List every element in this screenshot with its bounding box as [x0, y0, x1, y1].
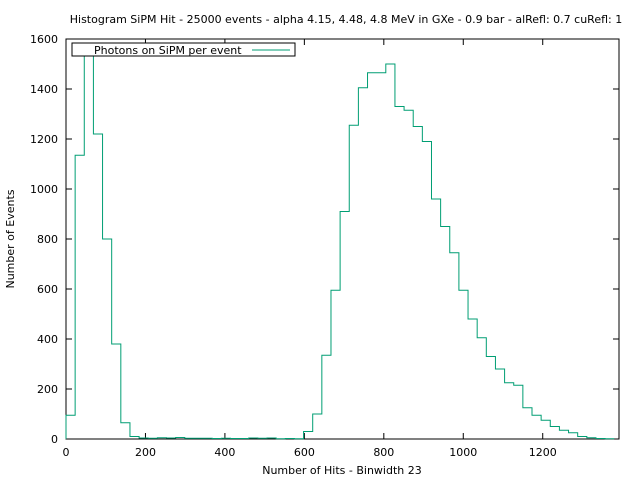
plot-area-frame: [65, 38, 620, 440]
y-tick-label: 600: [37, 283, 58, 296]
x-tick-label: 600: [294, 446, 315, 459]
x-tick-label: 1000: [449, 446, 477, 459]
y-tick-label: 400: [37, 333, 58, 346]
x-tick-label: 0: [63, 446, 70, 459]
histogram-series-line: [65, 43, 615, 440]
y-tick-label: 800: [37, 233, 58, 246]
y-tick-label: 1000: [30, 183, 58, 196]
x-tick-label: 1200: [529, 446, 557, 459]
y-tick-label: 1600: [30, 33, 58, 46]
y-tick-label: 1200: [30, 133, 58, 146]
y-tick-label: 200: [37, 383, 58, 396]
y-tick-label: 0: [51, 433, 58, 446]
x-tick-label: 400: [214, 446, 235, 459]
chart-title: Histogram SiPM Hit - 25000 events - alph…: [70, 13, 622, 26]
y-axis-ticks: 0 200 400 600 800 1000 1200 1400 1600: [30, 33, 619, 446]
legend-box: [71, 42, 296, 57]
x-axis-label: Number of Hits - Binwidth 23: [262, 464, 422, 477]
y-axis-label: Number of Events: [4, 189, 17, 288]
y-tick-label: 1400: [30, 83, 58, 96]
legend-label: Photons on SiPM per event: [94, 44, 242, 57]
x-tick-label: 200: [135, 446, 156, 459]
x-axis-ticks: 0 200 400 600 800 1000 1200: [63, 39, 557, 459]
x-tick-label: 800: [373, 446, 394, 459]
legend: Photons on SiPM per event: [71, 42, 296, 57]
